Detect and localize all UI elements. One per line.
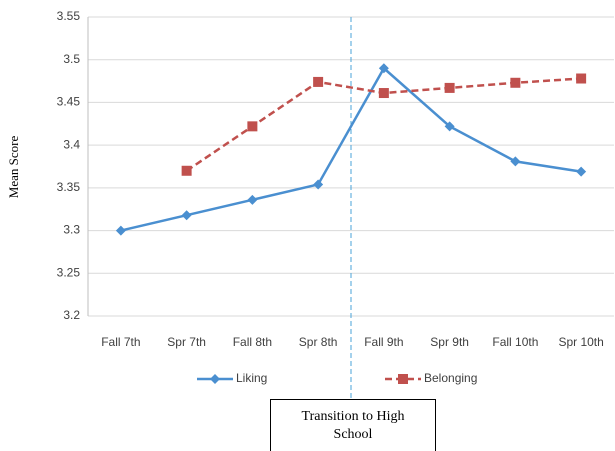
x-tick-label: Spr 10th <box>558 335 603 349</box>
y-tick-label: 3.5 <box>63 52 80 66</box>
marker <box>378 88 389 99</box>
x-tick-label: Spr 8th <box>299 335 338 349</box>
marker <box>247 194 258 205</box>
marker <box>444 121 455 132</box>
marker <box>181 165 192 176</box>
marker <box>313 179 324 190</box>
y-tick-label: 3.3 <box>63 223 80 237</box>
y-axis-title: Mean Score <box>6 136 21 199</box>
marker <box>210 374 220 384</box>
x-tick-label: Spr 7th <box>167 335 206 349</box>
x-tick-label: Fall 9th <box>364 335 403 349</box>
annotation: Transition to High School <box>270 399 436 451</box>
legend-label: Liking <box>236 371 267 385</box>
y-tick-label: 3.4 <box>63 137 80 151</box>
marker <box>181 210 192 221</box>
marker <box>115 225 126 236</box>
x-tick-label: Spr 9th <box>430 335 469 349</box>
x-tick-label: Fall 10th <box>492 335 538 349</box>
x-tick-label: Fall 7th <box>101 335 140 349</box>
y-tick-label: 3.45 <box>57 95 81 109</box>
marker <box>247 121 258 132</box>
marker <box>510 77 521 88</box>
legend-label: Belonging <box>424 371 477 385</box>
series-line <box>120 66 582 232</box>
y-tick-label: 3.35 <box>57 180 81 194</box>
marker <box>576 166 587 177</box>
y-tick-label: 3.25 <box>57 265 81 279</box>
marker <box>378 63 389 74</box>
marker <box>444 82 455 93</box>
marker <box>313 76 324 87</box>
marker <box>576 73 587 84</box>
marker <box>398 374 408 384</box>
y-tick-label: 3.55 <box>57 9 81 23</box>
x-tick-label: Fall 8th <box>233 335 272 349</box>
y-tick-label: 3.2 <box>63 308 80 322</box>
marker <box>510 156 521 167</box>
